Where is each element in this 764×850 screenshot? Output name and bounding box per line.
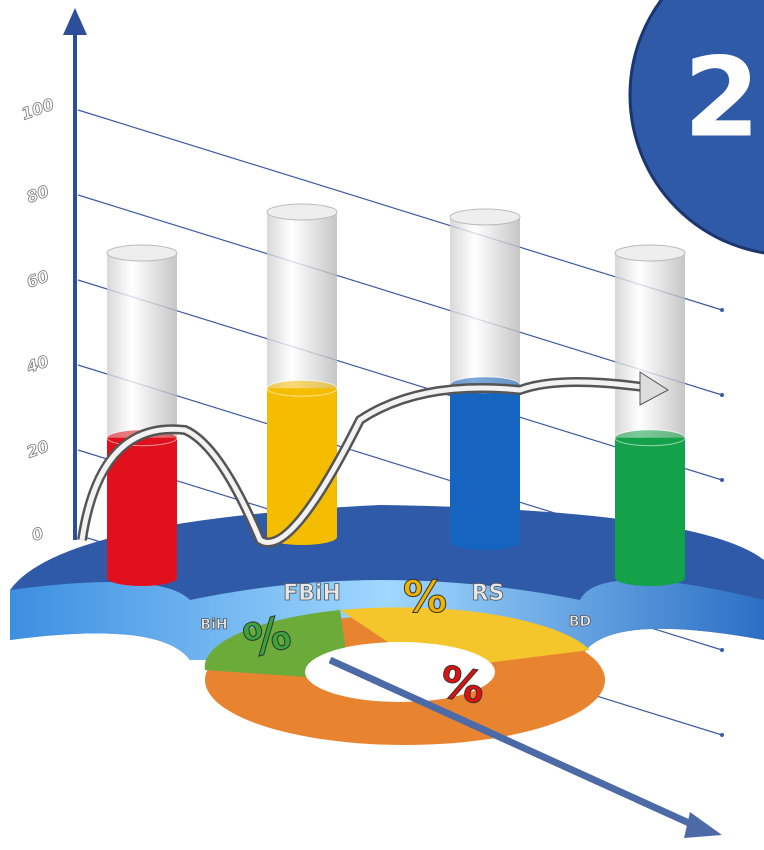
bar-top: [267, 380, 337, 396]
category-label: BD: [569, 614, 591, 630]
y-tick-label: 60: [24, 266, 51, 291]
grid-end: [720, 478, 724, 482]
y-tick-label: 100: [19, 94, 57, 123]
category-label: FBiH: [283, 581, 341, 606]
bar-top: [615, 430, 685, 446]
tube-rim: [615, 245, 685, 261]
percent-annotation: %: [436, 657, 488, 715]
y-tick-label: 40: [23, 351, 51, 377]
bar: [615, 438, 685, 578]
tube-rim: [107, 245, 177, 261]
bar-bottom: [107, 570, 177, 586]
grid-end: [720, 733, 724, 737]
y-tick-label: 20: [24, 436, 51, 461]
y-tick-label: 0: [29, 523, 46, 545]
chart: 2 020406080100BiHFBiHRSBD%%%: [0, 0, 764, 850]
x-axis-arrow: [684, 812, 722, 838]
y-tick-label: 80: [24, 181, 51, 206]
y-axis-arrow: [63, 8, 87, 35]
bar-bottom: [450, 534, 520, 550]
bar: [450, 385, 520, 542]
grid-end: [720, 308, 724, 312]
badge-group: 2: [630, 0, 764, 255]
category-label: BiH: [200, 617, 227, 633]
grid-end: [720, 648, 724, 652]
bar-bottom: [615, 570, 685, 586]
grid-end: [720, 393, 724, 397]
tube-rim: [450, 209, 520, 225]
percent-annotation: %: [403, 572, 447, 623]
category-label: RS: [472, 581, 505, 606]
badge-text: 2: [683, 33, 760, 161]
tube-rim: [267, 204, 337, 220]
